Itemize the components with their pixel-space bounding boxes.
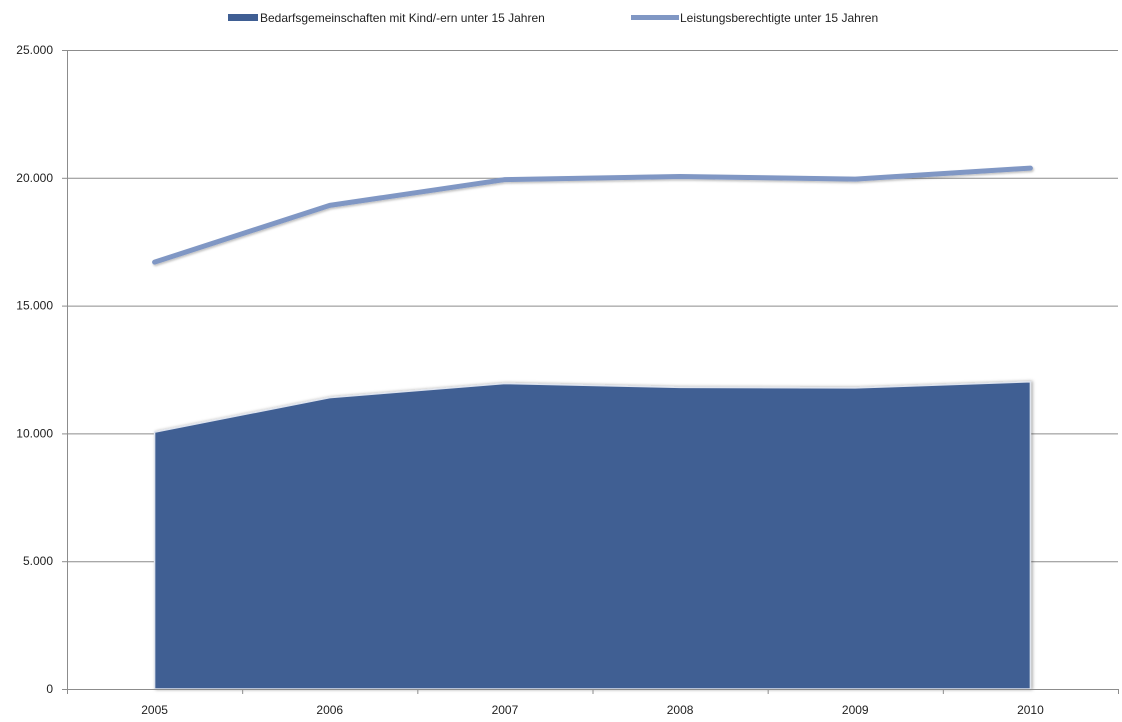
legend-swatch-area (228, 14, 258, 21)
axes (62, 50, 1119, 694)
x-tick-label-2007: 2007 (492, 703, 519, 717)
legend-label-area: Bedarfsgemeinschaften mit Kind/-ern unte… (260, 11, 545, 25)
legend-label-line: Leistungsberechtigte unter 15 Jahren (680, 11, 878, 25)
x-tick-label-2008: 2008 (667, 703, 694, 717)
legend-item-area: Bedarfsgemeinschaften mit Kind/-ern unte… (228, 11, 545, 25)
y-tick-label-1: 5.000 (23, 554, 53, 568)
x-tick-label-2006: 2006 (316, 703, 343, 717)
legend-item-line: Leistungsberechtigte unter 15 Jahren (631, 11, 878, 25)
line-series (152, 165, 1033, 265)
y-tick-label-4: 20.000 (16, 171, 53, 185)
y-tick-label-5: 25.000 (16, 43, 53, 57)
x-tick-labels: 2005 2006 2007 2008 2009 2010 (141, 703, 1044, 717)
legend: Bedarfsgemeinschaften mit Kind/-ern unte… (228, 11, 878, 25)
area-fill (153, 380, 1032, 690)
y-tick-label-3: 15.000 (16, 299, 53, 313)
area-series (153, 380, 1032, 690)
line-path (152, 165, 1033, 265)
x-tick-label-2010: 2010 (1017, 703, 1044, 717)
y-tick-label-2: 10.000 (16, 426, 53, 440)
y-tick-label-0: 0 (46, 682, 53, 696)
x-tick-label-2009: 2009 (842, 703, 869, 717)
y-tick-labels: 0 5.000 10.000 15.000 20.000 25.000 (16, 43, 53, 696)
x-tick-label-2005: 2005 (141, 703, 168, 717)
